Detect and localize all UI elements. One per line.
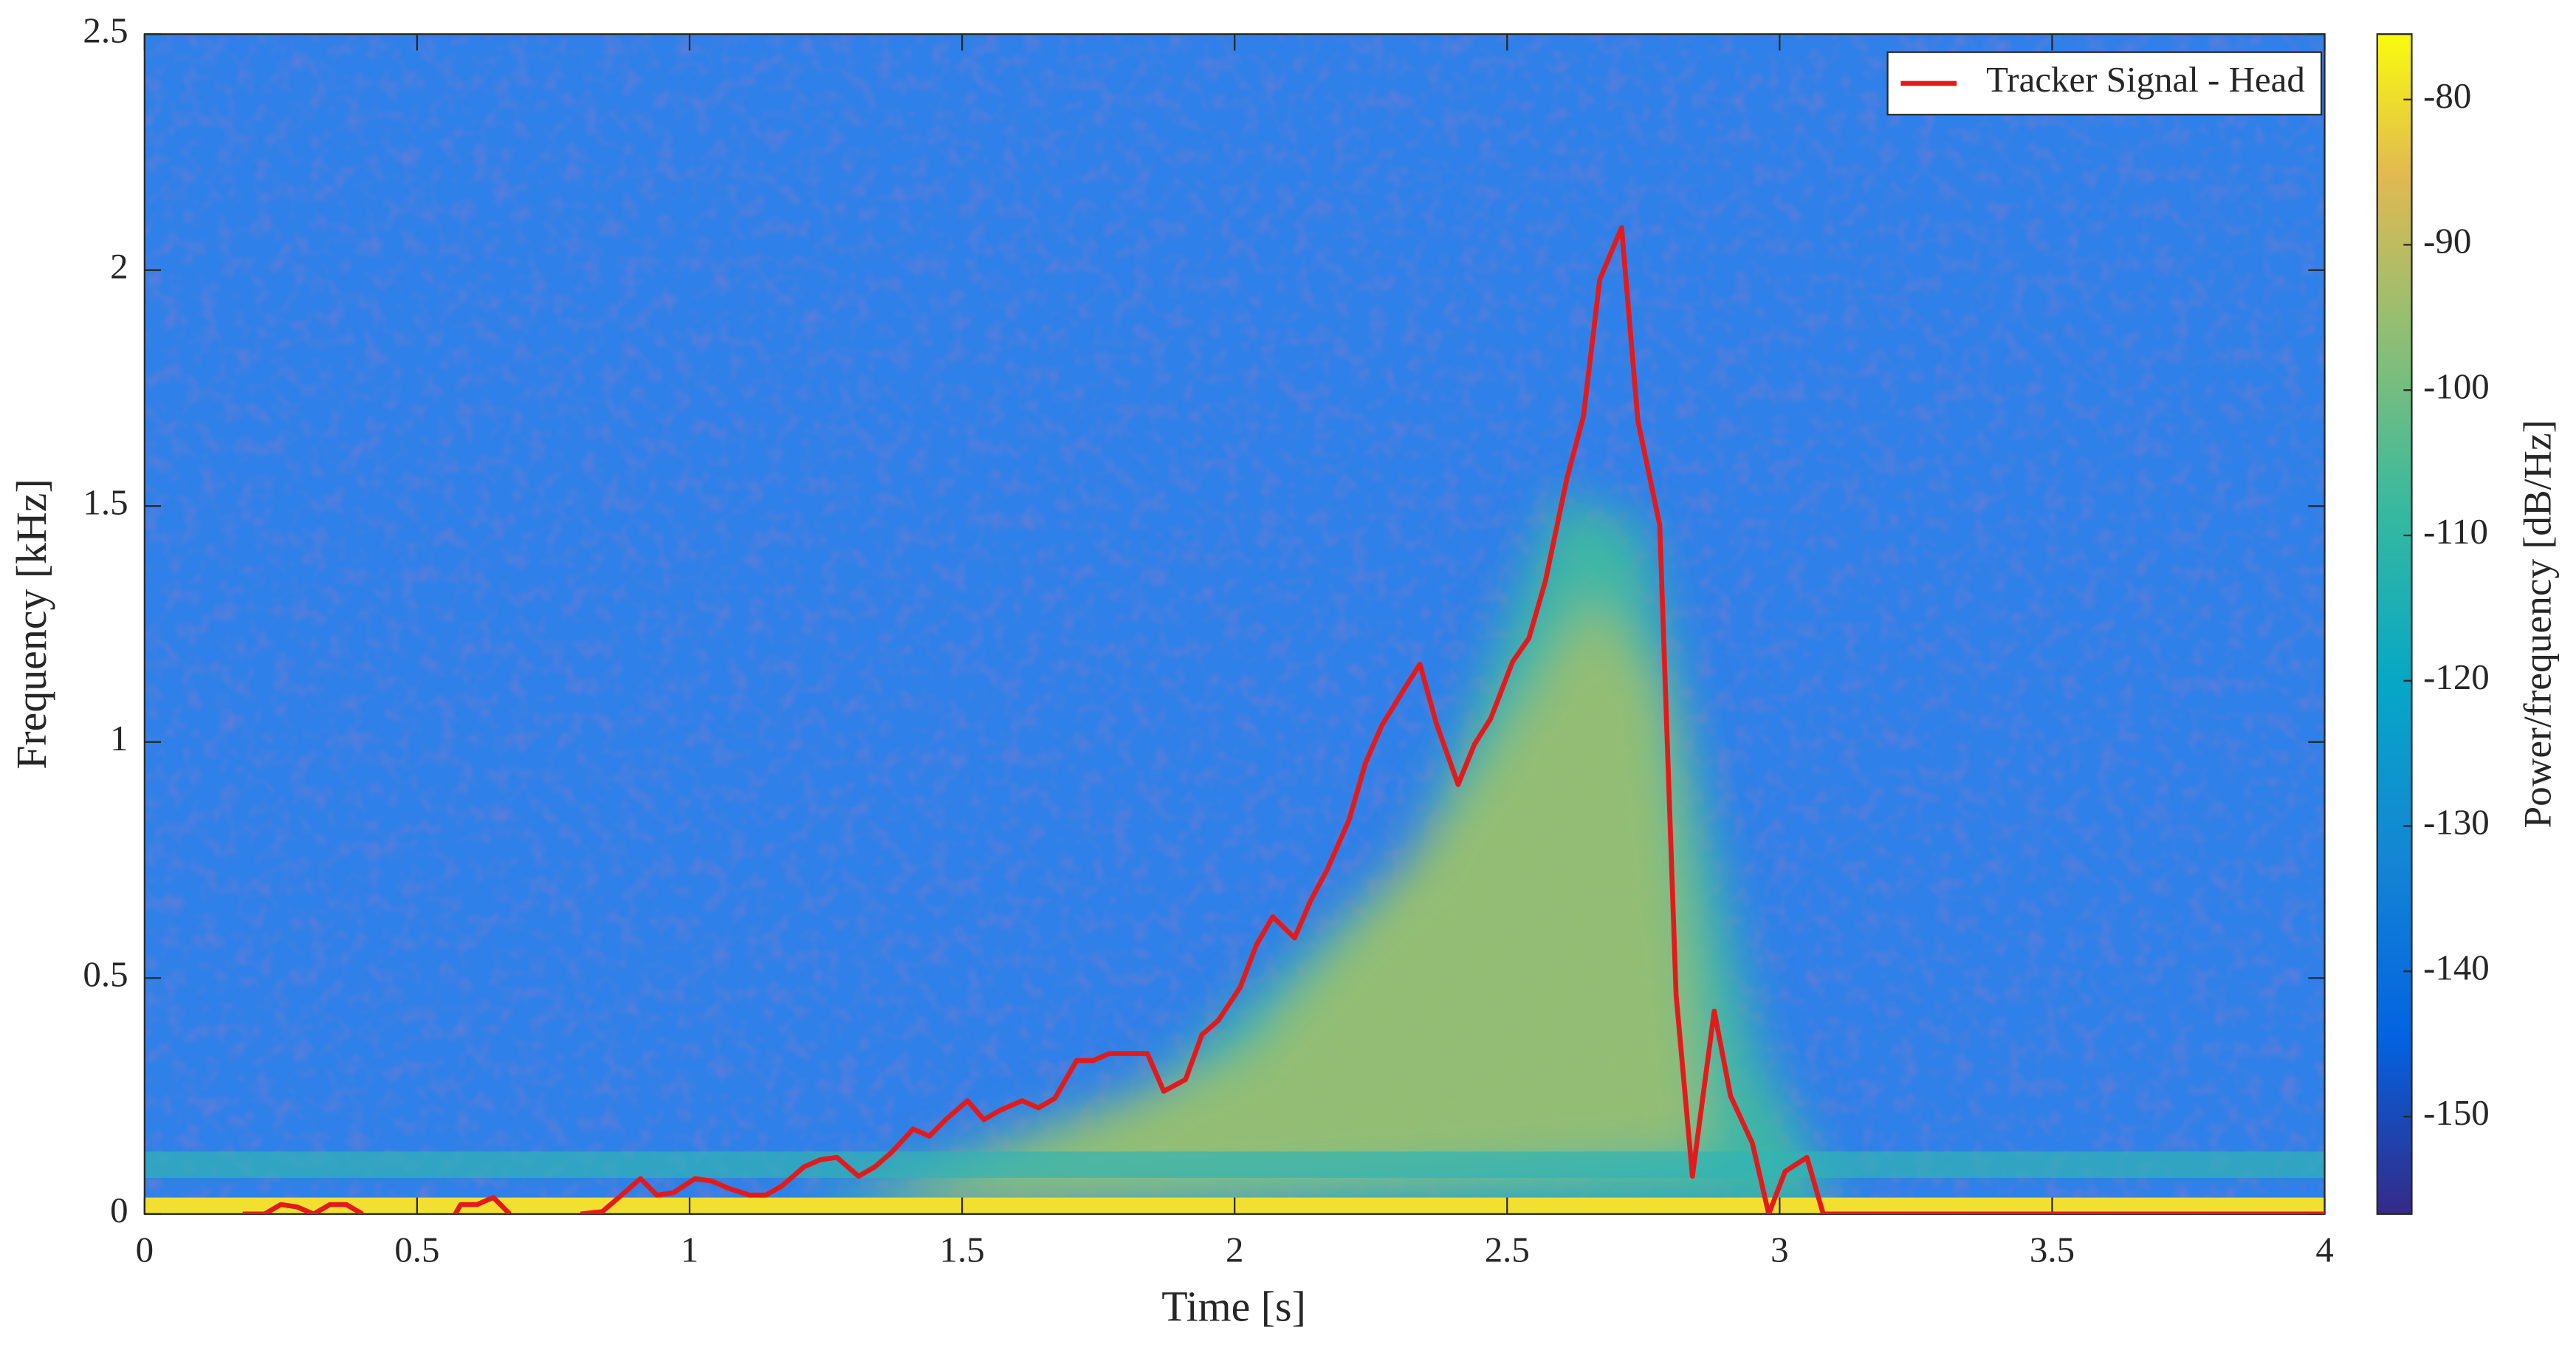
x-tick-label: 3 [1770, 1229, 1788, 1270]
y-tick-label: 2 [110, 246, 128, 287]
x-tick-label: 1.5 [940, 1229, 985, 1270]
colorbar-tick-label: -140 [2423, 947, 2490, 987]
x-axis-label: Time [s] [1161, 1282, 1306, 1330]
x-tick-label: 0.5 [394, 1229, 439, 1270]
y-tick-label: 0.5 [83, 954, 128, 995]
x-tick-label: 0 [136, 1229, 154, 1270]
colorbar-tick-label: -130 [2423, 802, 2490, 843]
y-tick-label: 1.5 [83, 482, 128, 522]
y-tick-label: 1 [110, 718, 128, 758]
y-tick-label: 2.5 [83, 10, 128, 50]
line-series [242, 225, 2325, 1214]
colorbar-tick-label: -90 [2423, 221, 2471, 261]
colorbar-label: Power/frequency [dB/Hz] [2515, 420, 2560, 829]
colorbar-tick-label: -110 [2423, 511, 2488, 552]
legend-box [1886, 51, 2323, 116]
colorbar [2376, 33, 2413, 1215]
colorbar-tick-label: -150 [2423, 1092, 2490, 1133]
x-tick-label: 1 [681, 1229, 698, 1270]
x-tick-label: 4 [2315, 1229, 2333, 1270]
y-tick-label: 0 [110, 1190, 128, 1230]
x-tick-label: 2.5 [1485, 1229, 1530, 1270]
colorbar-tick-label: -100 [2423, 366, 2490, 406]
x-tick-label: 2 [1226, 1229, 1243, 1270]
x-tick-label: 3.5 [2030, 1229, 2075, 1270]
colorbar-tick-label: -80 [2423, 75, 2471, 116]
y-axis-label: Frequency [kHz] [7, 479, 55, 770]
spectrogram [144, 34, 2325, 1214]
colorbar-tick-label: -120 [2423, 657, 2490, 697]
legend-label: Tracker Signal - Head [1986, 59, 2305, 100]
